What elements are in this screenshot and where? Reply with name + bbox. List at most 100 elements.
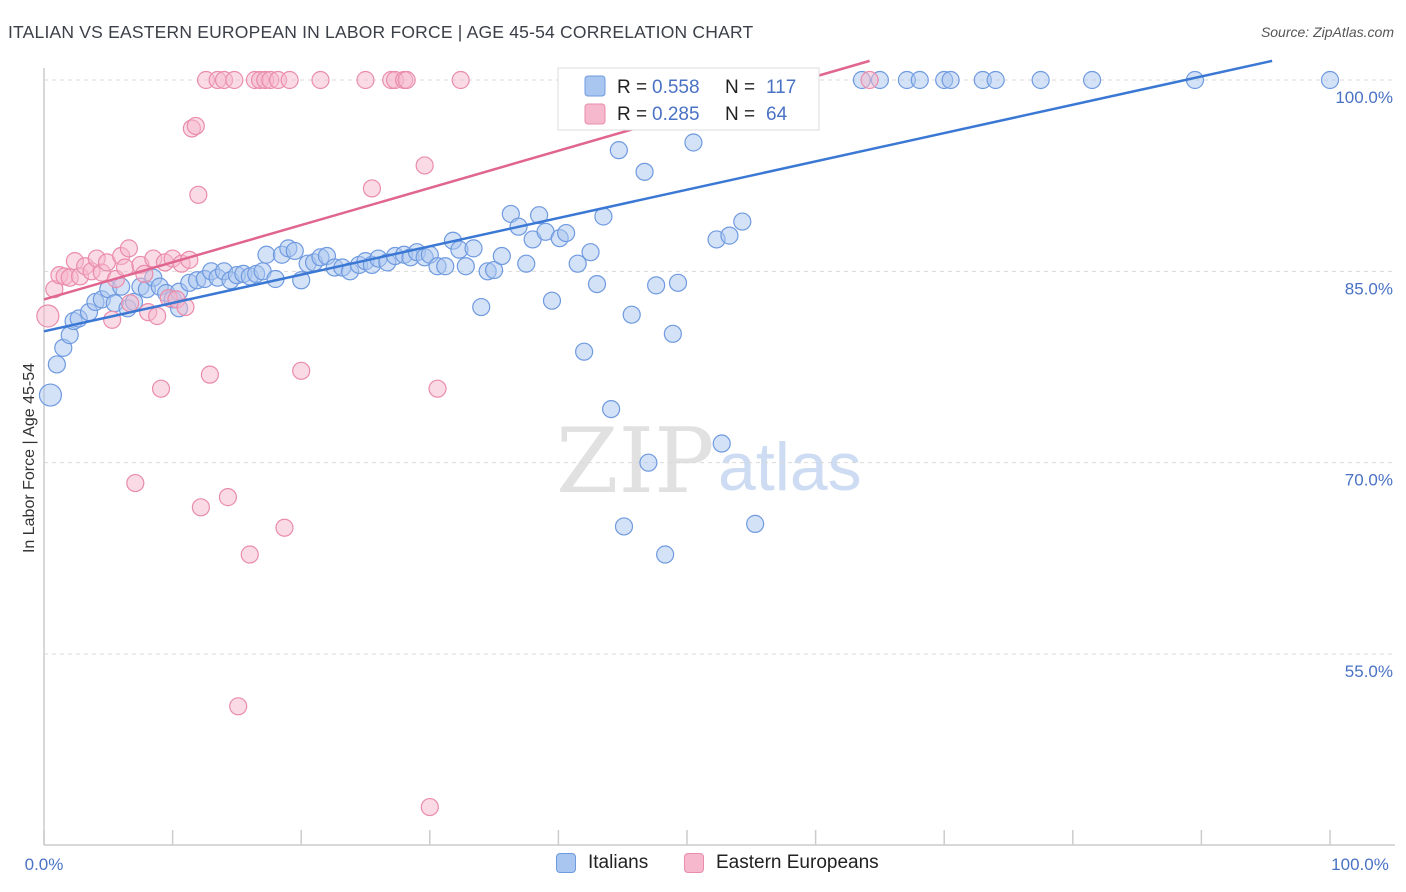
italians-point-107 (910, 70, 929, 90)
italians-point-84 (614, 517, 634, 536)
legend-italians-n-value: 117 (766, 77, 796, 98)
legend-eastern-r-label: R = (617, 104, 647, 125)
legend-eastern-n-value: 64 (766, 104, 788, 125)
y-tick-label-1: 70.0% (1345, 471, 1393, 490)
eastern-point-40 (218, 488, 237, 507)
x-tick-marks (43, 830, 1331, 845)
series-italians-points (38, 70, 1340, 564)
eastern-point-23 (148, 306, 167, 326)
eastern-point-63 (860, 70, 879, 90)
eastern-point-30 (176, 297, 195, 317)
eastern-point-17 (121, 294, 140, 313)
eastern-point-62 (451, 70, 470, 90)
bottom-legend-swatch-eastern (684, 853, 704, 873)
eastern-point-33 (186, 116, 205, 136)
italians-point-70 (517, 254, 536, 273)
italians-point-76 (557, 223, 576, 243)
italians-point-62 (456, 257, 475, 276)
legend-eastern-n-label: N = (725, 104, 755, 125)
italians-point-79 (581, 243, 600, 262)
y-tick-label-3: 100.0% (1335, 88, 1393, 107)
eastern-point-53 (356, 70, 375, 90)
italians-point-83 (609, 141, 628, 160)
eastern-point-50 (280, 70, 299, 90)
legend-swatch-italians (584, 75, 606, 97)
italians-point-87 (635, 162, 654, 181)
italians-point-82 (602, 399, 621, 419)
italians-point-91 (668, 273, 688, 292)
italians-point-67 (492, 246, 511, 266)
watermark-atlas: atlas (718, 429, 862, 505)
italians-point-66 (485, 260, 504, 280)
italians-point-92 (663, 324, 682, 343)
legend-eastern-r-value: 0.285 (652, 104, 700, 125)
italians-point-113 (1082, 70, 1102, 90)
italians-point-38 (285, 241, 304, 261)
eastern-point-35 (191, 498, 210, 517)
italians-point-99 (746, 514, 765, 533)
axes (43, 68, 1395, 846)
eastern-point-61 (428, 379, 447, 398)
legend: R = 0.558 N = 117 R = 0.285 N = 64 (557, 67, 820, 131)
eastern-point-60 (420, 797, 439, 817)
watermark-zip: ZIP (556, 409, 715, 514)
italians-point-97 (720, 226, 739, 245)
italians-point-89 (647, 276, 666, 295)
y-tick-label-0: 55.0% (1345, 662, 1393, 681)
chart-title: ITALIAN VS EASTERN EUROPEAN IN LABOR FOR… (8, 22, 754, 42)
italians-point-77 (568, 254, 587, 273)
italians-point-111 (986, 70, 1005, 90)
bottom-legend: Italians Eastern Europeans (0, 848, 1406, 880)
eastern-point-58 (397, 70, 416, 90)
x-tick-label-0: 0.0% (25, 855, 64, 874)
eastern-point-18 (126, 473, 145, 493)
gridlines (44, 79, 1395, 655)
watermark: ZIP atlas (556, 409, 862, 514)
italians-point-93 (684, 133, 703, 152)
eastern-point-0 (36, 304, 60, 328)
eastern-point-42 (229, 697, 248, 716)
y-axis-label: In Labor Force | Age 45-54 (21, 363, 38, 553)
legend-italians-r-label: R = (617, 77, 647, 98)
italians-point-80 (587, 274, 607, 294)
bottom-legend-label-italians: Italians (588, 852, 649, 873)
eastern-point-34 (189, 185, 208, 204)
source-credit: Source: ZipAtlas.com (1260, 24, 1394, 40)
bottom-legend-swatch-italians (556, 853, 576, 873)
italians-point-63 (464, 239, 483, 258)
eastern-point-59 (415, 156, 434, 175)
y-tick-labels: 55.0% 70.0% 85.0% 100.0% (1335, 88, 1393, 681)
italians-point-1 (47, 355, 66, 374)
eastern-point-41 (225, 70, 244, 90)
italians-point-112 (1031, 70, 1050, 90)
italians-point-34 (257, 245, 276, 264)
eastern-point-49 (275, 518, 294, 537)
x-tick-label-1: 100.0% (1331, 855, 1389, 874)
italians-point-78 (575, 342, 594, 361)
italians-point-0 (38, 383, 63, 407)
italians-point-59 (436, 257, 455, 276)
series-eastern-points (36, 70, 879, 817)
bottom-legend-label-eastern: Eastern Europeans (716, 852, 879, 873)
y-tick-label-2: 85.0% (1345, 279, 1393, 298)
italians-point-74 (542, 291, 562, 310)
eastern-point-16 (119, 239, 138, 258)
italians-point-88 (639, 453, 658, 472)
legend-swatch-eastern (584, 103, 606, 125)
eastern-point-52 (311, 70, 330, 90)
eastern-point-54 (362, 179, 382, 198)
italians-point-115 (1320, 70, 1340, 90)
eastern-point-43 (240, 545, 259, 564)
italians-point-90 (656, 545, 675, 564)
italians-point-72 (530, 206, 549, 225)
legend-italians-r-value: 0.558 (652, 77, 700, 98)
eastern-point-24 (151, 379, 171, 398)
eastern-point-51 (292, 361, 311, 380)
bottom-legend-italians: Italians (556, 852, 648, 874)
legend-italians-n-label: N = (725, 77, 755, 98)
trendline-italians (43, 59, 1273, 333)
eastern-point-37 (200, 365, 219, 384)
bottom-legend-eastern: Eastern Europeans (684, 852, 879, 874)
italians-point-96 (712, 434, 731, 453)
